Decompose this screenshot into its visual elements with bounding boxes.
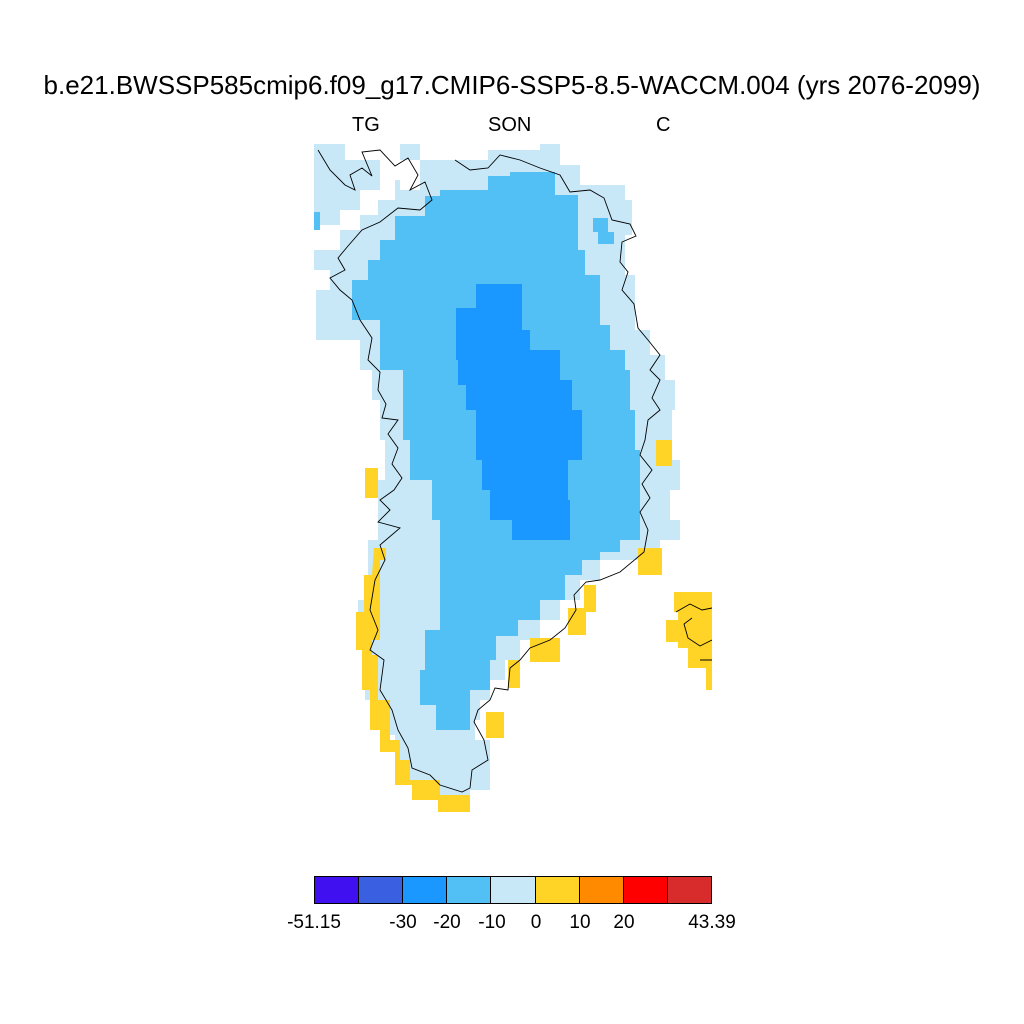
colorbar-tick-label: -10: [478, 912, 506, 933]
coastline: [317, 149, 661, 793]
subtitle-season: SON: [488, 114, 532, 136]
coastline-iceland: [675, 603, 713, 661]
colorbar-box: [667, 877, 711, 903]
region-mid-blue-nw: [314, 212, 320, 230]
region-yellow-west: [356, 548, 470, 812]
colorbar-box: [315, 877, 360, 903]
subtitle-units: C: [656, 114, 671, 136]
colorbar: [314, 876, 712, 904]
region-deep-blue-small: [593, 218, 614, 244]
colorbar-box: [403, 877, 448, 903]
colorbar-tick-label: -20: [433, 912, 461, 933]
colorbar-box: [447, 877, 492, 903]
region-yellow-southeast: [530, 638, 560, 662]
subtitle-variable: TG: [352, 114, 380, 136]
region-yellow-west-small: [365, 468, 378, 498]
plot-title: b.e21.BWSSP585cmip6.f09_g17.CMIP6-SSP5-8…: [43, 70, 981, 100]
colorbar-tick-label: -51.15: [287, 912, 341, 933]
colorbar-tick-label: 10: [569, 912, 591, 933]
colorbar-box: [579, 877, 624, 903]
colorbar-tick-label: 0: [530, 912, 542, 933]
colorbar-tick-label: 43.39: [688, 912, 736, 933]
colorbar-tick-label: -30: [389, 912, 417, 933]
colorbar-box: [491, 877, 536, 903]
region-yellow-southeast-2: [568, 585, 596, 635]
colorbar-tick-label: 20: [613, 912, 635, 933]
region-white-northwest: [314, 175, 395, 250]
region-yellow-southtip: [486, 712, 504, 738]
colorbar-box: [359, 877, 404, 903]
region-yellow-east-2: [656, 440, 672, 466]
region-yellow-iceland: [666, 592, 712, 690]
region-yellow-east: [638, 548, 662, 575]
region-deep-blue: [456, 284, 582, 540]
colorbar-box: [623, 877, 668, 903]
colorbar-box: [535, 877, 580, 903]
